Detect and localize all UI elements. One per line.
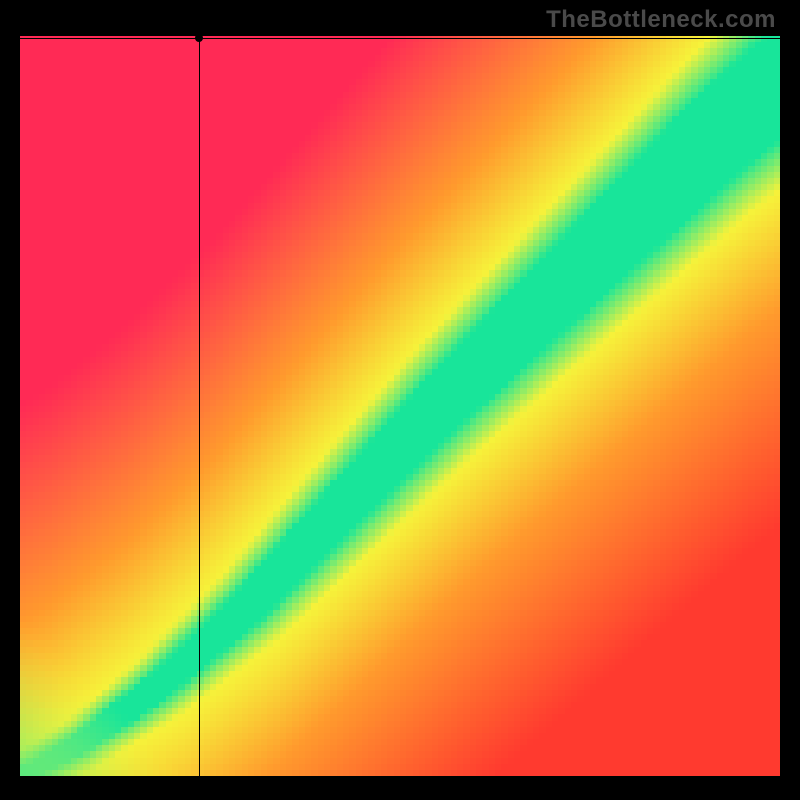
figure-root: TheBottleneck.com	[0, 0, 800, 800]
crosshair-vertical	[199, 36, 200, 776]
marker-dot	[195, 34, 203, 42]
heatmap-canvas	[20, 36, 780, 776]
watermark-text: TheBottleneck.com	[546, 6, 776, 34]
plot-area	[20, 36, 780, 776]
crosshair-horizontal	[20, 38, 780, 39]
